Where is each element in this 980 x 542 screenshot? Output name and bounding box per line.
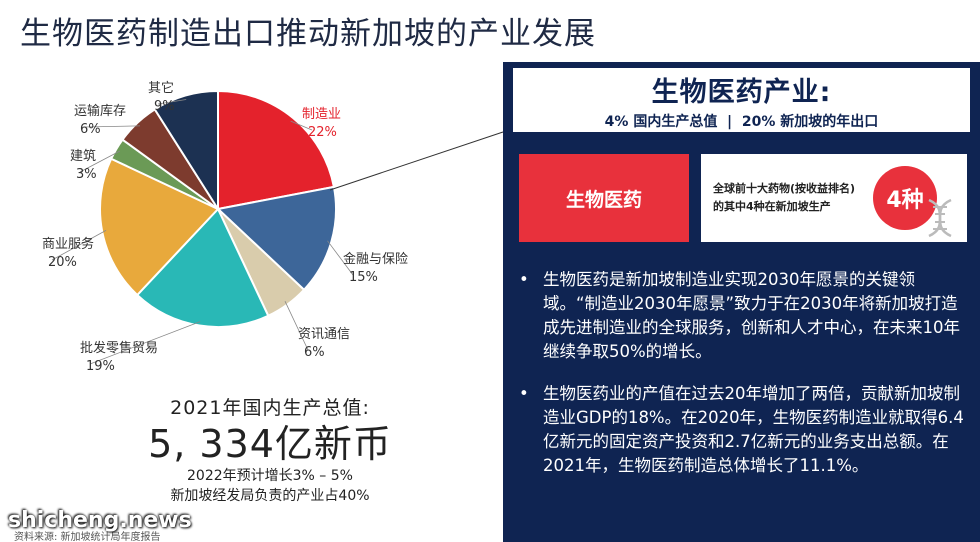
slice-label: 制造业 <box>302 107 341 122</box>
bullet-dot: • <box>519 270 529 289</box>
biomedical-label: 生物医药 <box>565 188 642 211</box>
gdp-value: 5, 334亿新币 <box>148 422 392 466</box>
panel-heading: 生物医药产业: <box>651 77 832 108</box>
watermark: shicheng.news <box>8 508 192 533</box>
gdp-growth-note: 2022年预计增长3% – 5% <box>187 468 353 484</box>
slice-value-label: 9% <box>154 99 175 114</box>
source-note: 资料来源: 新加坡统计局年度报告 <box>14 532 161 542</box>
leader-line <box>157 99 187 105</box>
bullet-text: 生物医药业的产值在过去20年增加了两倍，贡献新加坡制造业GDP的18%。在202… <box>543 384 964 475</box>
slice-value-label: 3% <box>76 167 97 182</box>
four-drugs-badge: 4种 <box>873 166 937 230</box>
leader-line <box>83 125 140 128</box>
slice-label: 其它 <box>148 80 174 96</box>
gdp-title: 2021年国内生产总值: <box>170 397 370 419</box>
gdp-summary: 2021年国内生产总值: 5, 334亿新币 2022年预计增长3% – 5% … <box>60 393 480 506</box>
gdp-edb-note: 新加坡经发局负责的产业占40% <box>170 488 370 504</box>
pie-slice <box>135 207 270 328</box>
bullet-item: • 生物医药业的产值在过去20年增加了两倍，贡献新加坡制造业GDP的18%。在2… <box>513 382 968 478</box>
slice-label: 运输库存 <box>74 103 126 119</box>
top-drugs-line-1: 全球前十大药物(按收益排名) <box>713 182 856 195</box>
bullet-text: 生物医药是新加坡制造业实现2030年愿景的关键领域。“制造业2030年愿景”致力… <box>543 270 960 361</box>
biomedical-label-box: 生物医药 <box>519 154 689 242</box>
panel-header: 生物医药产业: 4% 国内生产总值 | 20% 新加坡的年出口 <box>513 68 970 132</box>
bullet-list: • 生物医药是新加坡制造业实现2030年愿景的关键领域。“制造业2030年愿景”… <box>513 268 968 496</box>
slice-value-label: 19% <box>86 359 115 374</box>
panel-subheading: 4% 国内生产总值 | 20% 新加坡的年出口 <box>604 114 879 130</box>
slice-label: 金融与保险 <box>343 251 408 267</box>
slice-value-label: 6% <box>80 122 101 137</box>
page-title: 生物医药制造出口推动新加坡的产业发展 <box>20 16 596 52</box>
pie-slice <box>153 89 219 213</box>
leader-line <box>51 230 107 261</box>
slice-label: 商业服务 <box>42 236 94 252</box>
leader-line <box>79 150 121 173</box>
top-drugs-line-2: 的其中4种在新加坡生产 <box>713 200 831 213</box>
slice-value-label: 20% <box>48 255 77 270</box>
pie-slice <box>99 157 220 297</box>
dna-icon <box>928 198 952 238</box>
slice-value-label: 22% <box>308 125 337 140</box>
leader-line <box>284 301 309 351</box>
top-drugs-box: 全球前十大药物(按收益排名) 的其中4种在新加坡生产 4种 <box>701 154 967 242</box>
leader-line <box>327 240 354 276</box>
bullet-dot: • <box>519 384 529 403</box>
bullet-item: • 生物医药是新加坡制造业实现2030年愿景的关键领域。“制造业2030年愿景”… <box>513 268 968 364</box>
slice-label: 批发零售贸易 <box>80 340 158 356</box>
pie-slice <box>217 89 336 211</box>
pie-chart: 制造业 22% 金融与保险 15% 资讯通信 6% 批发零售贸易 19% 商业服务 20% 建筑 3%… <box>0 60 500 390</box>
leader-line <box>290 120 313 131</box>
biomedical-panel: 生物医药产业: 4% 国内生产总值 | 20% 新加坡的年出口 生物医药 全球前… <box>503 62 980 542</box>
slice-value-label: 6% <box>304 345 325 360</box>
pie-slice <box>215 185 337 292</box>
slice-label: 建筑 <box>70 148 96 164</box>
leader-line <box>89 321 201 365</box>
top-drugs-text: 全球前十大药物(按收益排名) 的其中4种在新加坡生产 <box>713 180 855 216</box>
slice-value-label: 15% <box>349 270 378 285</box>
slice-label: 资讯通信 <box>298 327 350 342</box>
badge-text: 4种 <box>886 188 924 213</box>
